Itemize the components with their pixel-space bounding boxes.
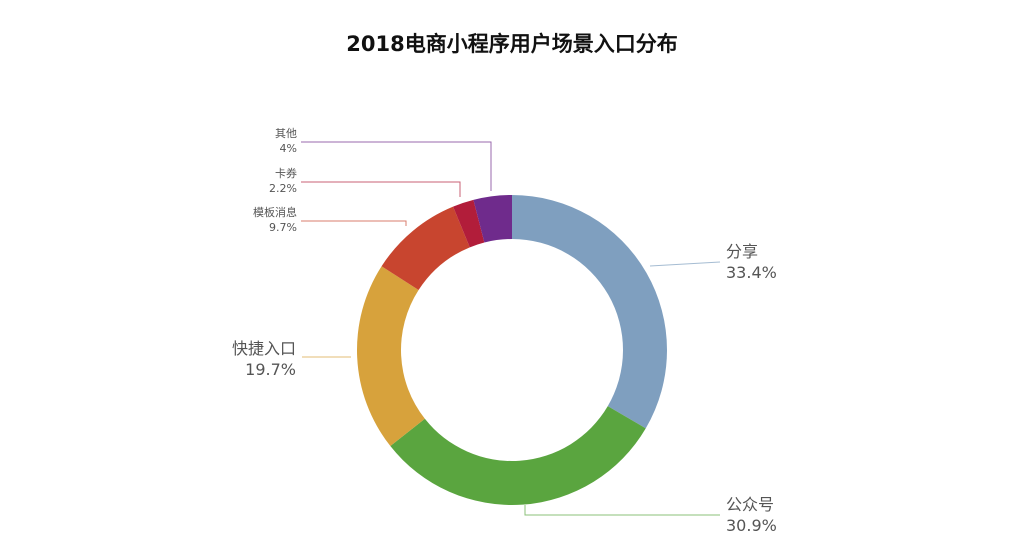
slice-5 (473, 195, 512, 243)
slice-percent-4: 2.2% (269, 182, 297, 195)
slice-label-0: 分享 (726, 242, 758, 261)
leader-line-1 (524, 505, 720, 516)
slice-1 (390, 406, 646, 505)
slice-percent-5: 4% (280, 142, 297, 155)
chart-title: 2018电商小程序用户场景入口分布 (346, 32, 678, 56)
slice-0 (512, 195, 667, 429)
slice-percent-1: 30.9% (726, 516, 777, 535)
leader-line-4 (301, 181, 461, 197)
slice-percent-0: 33.4% (726, 263, 777, 282)
leader-line-3 (301, 220, 407, 226)
slice-label-2: 快捷入口 (232, 339, 296, 358)
leader-line-0 (649, 261, 721, 267)
labels: 分享 33.4% 公众号 30.9% 快捷入口 19.7% 模板消息 9.7% 卡券 2.2% 其他… (232, 127, 777, 535)
slice-label-1: 公众号 (726, 495, 774, 514)
slice-4 (453, 199, 485, 248)
slice-label-4: 卡券 (275, 166, 297, 180)
slice-label-5: 其他 (275, 127, 297, 140)
slice-label-3: 模板消息 (253, 205, 297, 219)
leader-line-5 (301, 141, 492, 191)
slice-3 (381, 206, 470, 291)
slices (357, 195, 667, 505)
leader-lines (301, 141, 721, 516)
slice-2 (357, 266, 425, 447)
slice-percent-2: 19.7% (245, 360, 296, 379)
slice-percent-3: 9.7% (269, 221, 297, 234)
